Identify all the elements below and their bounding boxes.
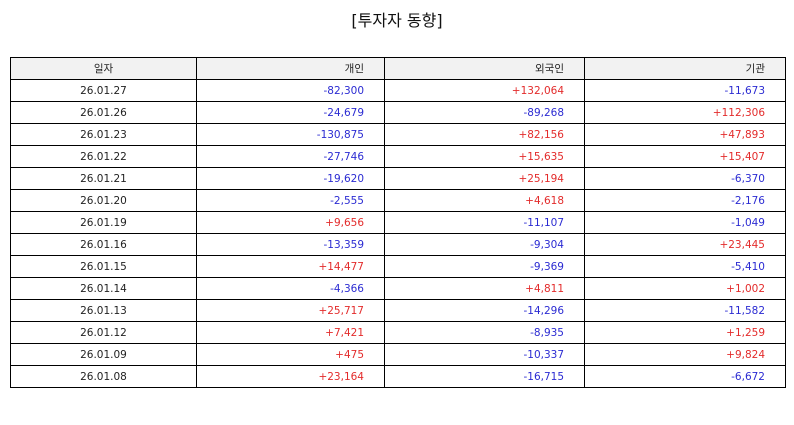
table-row: 26.01.08 +23,164 -16,715 -6,672	[10, 365, 786, 388]
date-cell: 26.01.14	[10, 277, 197, 300]
date-cell: 26.01.08	[10, 365, 197, 388]
table-row: 26.01.09 +475 -10,337 +9,824	[10, 343, 786, 366]
date-cell: 26.01.16	[10, 233, 197, 256]
column-header-date: 일자	[10, 57, 197, 80]
individual-cell: -82,300	[196, 79, 385, 102]
date-cell: 26.01.20	[10, 189, 197, 212]
institution-cell: -11,673	[584, 79, 786, 102]
table-row: 26.01.13 +25,717 -14,296 -11,582	[10, 299, 786, 322]
institution-cell: +112,306	[584, 101, 786, 124]
individual-cell: +25,717	[196, 299, 385, 322]
table-row: 26.01.27 -82,300 +132,064 -11,673	[10, 79, 786, 102]
foreign-cell: -16,715	[384, 365, 585, 388]
individual-cell: +23,164	[196, 365, 385, 388]
institution-cell: -5,410	[584, 255, 786, 278]
institution-cell: -2,176	[584, 189, 786, 212]
foreign-cell: +4,618	[384, 189, 585, 212]
table-row: 26.01.20 -2,555 +4,618 -2,176	[10, 189, 786, 212]
institution-cell: +47,893	[584, 123, 786, 146]
table-row: 26.01.15 +14,477 -9,369 -5,410	[10, 255, 786, 278]
foreign-cell: -8,935	[384, 321, 585, 344]
table-row: 26.01.23 -130,875 +82,156 +47,893	[10, 123, 786, 146]
foreign-cell: -11,107	[384, 211, 585, 234]
date-cell: 26.01.21	[10, 167, 197, 190]
table-row: 26.01.16 -13,359 -9,304 +23,445	[10, 233, 786, 256]
column-header-individual: 개인	[196, 57, 385, 80]
foreign-cell: -10,337	[384, 343, 585, 366]
date-cell: 26.01.13	[10, 299, 197, 322]
individual-cell: -4,366	[196, 277, 385, 300]
date-cell: 26.01.26	[10, 101, 197, 124]
individual-cell: +475	[196, 343, 385, 366]
foreign-cell: +15,635	[384, 145, 585, 168]
individual-cell: -130,875	[196, 123, 385, 146]
date-cell: 26.01.09	[10, 343, 197, 366]
foreign-cell: -14,296	[384, 299, 585, 322]
individual-cell: +9,656	[196, 211, 385, 234]
individual-cell: -19,620	[196, 167, 385, 190]
table-row: 26.01.22 -27,746 +15,635 +15,407	[10, 145, 786, 168]
institution-cell: -6,370	[584, 167, 786, 190]
date-cell: 26.01.23	[10, 123, 197, 146]
date-cell: 26.01.27	[10, 79, 197, 102]
date-cell: 26.01.15	[10, 255, 197, 278]
institution-cell: -11,582	[584, 299, 786, 322]
institution-cell: +9,824	[584, 343, 786, 366]
foreign-cell: -89,268	[384, 101, 585, 124]
date-cell: 26.01.19	[10, 211, 197, 234]
page-title: [투자자 동향]	[351, 11, 443, 30]
foreign-cell: +132,064	[384, 79, 585, 102]
column-header-institution: 기관	[584, 57, 786, 80]
institution-cell: +1,259	[584, 321, 786, 344]
foreign-cell: +25,194	[384, 167, 585, 190]
individual-cell: -27,746	[196, 145, 385, 168]
table-row: 26.01.19 +9,656 -11,107 -1,049	[10, 211, 786, 234]
individual-cell: -2,555	[196, 189, 385, 212]
table-row: 26.01.14 -4,366 +4,811 +1,002	[10, 277, 786, 300]
table-body: 26.01.27 -82,300 +132,064 -11,673 26.01.26 -2…	[10, 79, 786, 388]
institution-cell: -1,049	[584, 211, 786, 234]
table-row: 26.01.26 -24,679 -89,268 +112,306	[10, 101, 786, 124]
table-row: 26.01.12 +7,421 -8,935 +1,259	[10, 321, 786, 344]
individual-cell: -13,359	[196, 233, 385, 256]
date-cell: 26.01.12	[10, 321, 197, 344]
institution-cell: +15,407	[584, 145, 786, 168]
table-row: 26.01.21 -19,620 +25,194 -6,370	[10, 167, 786, 190]
individual-cell: +7,421	[196, 321, 385, 344]
foreign-cell: +4,811	[384, 277, 585, 300]
foreign-cell: +82,156	[384, 123, 585, 146]
individual-cell: -24,679	[196, 101, 385, 124]
column-header-foreign: 외국인	[384, 57, 585, 80]
individual-cell: +14,477	[196, 255, 385, 278]
institution-cell: +23,445	[584, 233, 786, 256]
institution-cell: +1,002	[584, 277, 786, 300]
investor-trend-table: 일자 개인 외국인 기관 26.01.27 -82,300 +132,064 -11,…	[10, 57, 786, 388]
foreign-cell: -9,304	[384, 233, 585, 256]
institution-cell: -6,672	[584, 365, 786, 388]
table-header-row: 일자 개인 외국인 기관	[10, 57, 786, 80]
date-cell: 26.01.22	[10, 145, 197, 168]
foreign-cell: -9,369	[384, 255, 585, 278]
